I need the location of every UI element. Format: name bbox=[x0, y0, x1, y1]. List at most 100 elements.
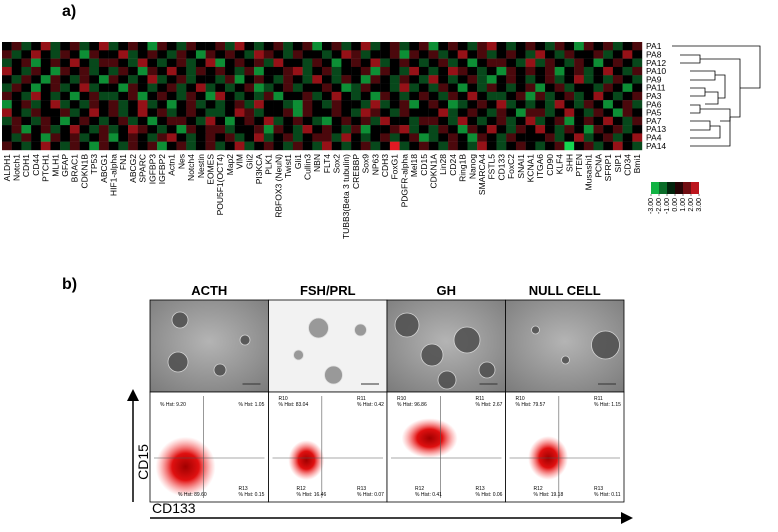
heat-cell bbox=[438, 100, 449, 109]
heat-cell bbox=[215, 58, 226, 68]
heat-cell bbox=[496, 108, 507, 117]
heat-cell bbox=[50, 58, 61, 68]
heat-cell bbox=[283, 141, 294, 151]
heat-cell bbox=[545, 100, 555, 109]
heat-cell bbox=[89, 100, 100, 109]
heat-cell bbox=[583, 50, 594, 59]
heat-cell bbox=[69, 66, 80, 76]
heat-cell bbox=[40, 58, 51, 68]
heat-cell bbox=[147, 100, 158, 109]
heat-cell bbox=[583, 58, 594, 68]
heat-cell bbox=[322, 83, 332, 93]
heat-cell bbox=[341, 116, 352, 126]
sample-label: PA7 bbox=[646, 116, 662, 126]
heat-cell bbox=[98, 100, 109, 109]
heat-cell bbox=[157, 116, 168, 126]
heat-cell bbox=[486, 66, 497, 76]
heat-cell bbox=[234, 100, 245, 109]
heat-cell bbox=[108, 108, 119, 117]
heat-cell bbox=[292, 141, 303, 151]
heat-cell bbox=[583, 83, 594, 93]
region-label: R11 bbox=[476, 396, 485, 402]
heat-cell bbox=[622, 58, 633, 68]
heat-cell bbox=[603, 75, 614, 84]
heat-cell bbox=[273, 42, 284, 51]
heat-cell bbox=[574, 100, 585, 109]
cell-cluster bbox=[171, 311, 189, 329]
heat-cell bbox=[418, 58, 429, 68]
heat-cell bbox=[593, 58, 604, 68]
heat-cell bbox=[622, 42, 633, 51]
heat-cell bbox=[166, 125, 177, 134]
heat-cell bbox=[312, 42, 323, 51]
heat-cell bbox=[370, 58, 381, 68]
heat-cell bbox=[496, 133, 507, 142]
heat-cell bbox=[40, 66, 51, 76]
heat-cell bbox=[273, 58, 284, 68]
heat-cell bbox=[60, 58, 71, 68]
heat-cell bbox=[331, 133, 342, 142]
heat-cell bbox=[157, 141, 168, 151]
heat-cell bbox=[545, 116, 555, 126]
heat-cell bbox=[380, 108, 391, 117]
heat-cell bbox=[418, 66, 429, 76]
heat-cell bbox=[166, 42, 177, 51]
gene-label: Musashi1 bbox=[584, 154, 594, 191]
heat-cell bbox=[225, 141, 235, 151]
heat-cell bbox=[409, 42, 420, 51]
heat-cell bbox=[195, 141, 206, 151]
gene-label: Notch4 bbox=[186, 154, 196, 181]
heat-cell bbox=[545, 58, 555, 68]
heat-cell bbox=[108, 100, 119, 109]
heat-cell bbox=[535, 108, 546, 117]
heat-cell bbox=[283, 50, 294, 59]
heat-cell bbox=[554, 66, 565, 76]
heat-cell bbox=[428, 141, 439, 151]
heat-cell bbox=[11, 42, 22, 51]
region-label: R11 bbox=[594, 396, 603, 402]
heat-cell bbox=[79, 50, 90, 59]
heat-cell bbox=[302, 50, 313, 59]
heat-cell bbox=[351, 141, 361, 151]
heat-cell bbox=[2, 75, 12, 84]
heat-cell bbox=[360, 125, 371, 134]
heat-cell bbox=[622, 141, 633, 151]
heat-cell bbox=[50, 125, 61, 134]
heat-cell bbox=[205, 75, 216, 84]
heat-cell bbox=[176, 100, 187, 109]
cell-cluster bbox=[437, 370, 457, 390]
gene-label: ITGA6 bbox=[535, 154, 545, 179]
region-label: R13 bbox=[239, 486, 248, 492]
heat-cell bbox=[341, 83, 352, 93]
heat-cell bbox=[457, 108, 468, 117]
gene-label: Gli1 bbox=[293, 154, 303, 169]
heat-cell bbox=[215, 83, 226, 93]
heat-cell bbox=[409, 83, 420, 93]
heat-cell bbox=[486, 133, 497, 142]
heat-cell bbox=[244, 141, 255, 151]
heat-cell bbox=[448, 91, 458, 101]
heat-cell bbox=[302, 125, 313, 134]
heat-cell bbox=[370, 116, 381, 126]
gene-label: PTEN bbox=[574, 154, 584, 177]
heat-cell bbox=[176, 91, 187, 101]
heat-cell bbox=[438, 58, 449, 68]
gene-label: PCNA bbox=[593, 154, 603, 178]
heat-cell bbox=[496, 141, 507, 151]
heat-cell bbox=[2, 83, 12, 93]
gene-label: Map2 bbox=[225, 154, 235, 176]
heat-cell bbox=[477, 108, 488, 117]
heat-cell bbox=[195, 83, 206, 93]
heat-cell bbox=[98, 50, 109, 59]
cell-cluster bbox=[239, 334, 251, 346]
heat-cell bbox=[535, 91, 546, 101]
sample-label: PA12 bbox=[646, 58, 666, 68]
heat-cell bbox=[612, 116, 623, 126]
heat-cell bbox=[409, 125, 420, 134]
heat-cell bbox=[486, 141, 497, 151]
heat-cell bbox=[593, 125, 604, 134]
heat-cell bbox=[254, 141, 265, 151]
heat-cell bbox=[535, 100, 546, 109]
heat-cell bbox=[205, 91, 216, 101]
heat-cell bbox=[603, 42, 614, 51]
